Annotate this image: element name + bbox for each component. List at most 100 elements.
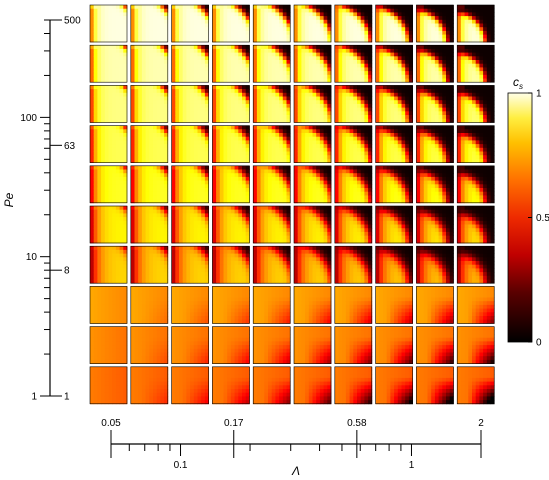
heatmap-cell — [353, 52, 358, 57]
heatmap-cell — [279, 188, 284, 193]
heatmap-cell — [434, 30, 439, 35]
heatmap-cell — [204, 176, 209, 181]
heatmap-cell — [479, 89, 484, 94]
heatmap-cell — [323, 125, 328, 130]
heatmap-cell — [386, 34, 391, 39]
heatmap-cell — [160, 27, 165, 32]
heatmap-cell — [93, 19, 98, 24]
heatmap-cell — [93, 107, 98, 112]
heatmap-cell — [442, 107, 447, 112]
heatmap-cell — [93, 34, 98, 39]
heatmap-cell — [190, 92, 195, 97]
heatmap-cell — [475, 52, 480, 57]
heatmap-cell — [145, 144, 150, 149]
heatmap-cell — [364, 45, 369, 50]
heatmap-cell — [93, 144, 98, 149]
heatmap-cell — [190, 5, 195, 10]
heatmap-cell — [134, 12, 139, 17]
heatmap-cell — [260, 158, 265, 163]
heatmap-cell — [434, 5, 439, 10]
heatmap-cell — [312, 173, 317, 178]
heatmap-cell — [379, 89, 384, 94]
heatmap-cell — [145, 118, 150, 123]
heatmap-cell — [230, 12, 235, 17]
heatmap-cell — [179, 30, 184, 35]
heatmap-cell — [219, 30, 224, 35]
heatmap-cell — [149, 48, 154, 53]
heatmap-cell — [357, 155, 362, 160]
heatmap-cell — [286, 74, 291, 79]
heatmap-cell — [408, 71, 413, 76]
heatmap-cell — [97, 74, 102, 79]
heatmap-cell — [104, 100, 109, 105]
heatmap-cell — [397, 199, 402, 204]
heatmap-cell — [256, 8, 261, 13]
heatmap-cell — [345, 136, 350, 141]
heatmap-cell — [360, 107, 365, 112]
heatmap-cell — [319, 71, 324, 76]
heatmap-cell — [397, 23, 402, 28]
heatmap-cell — [238, 71, 243, 76]
heatmap-cell — [223, 173, 228, 178]
heatmap-cell — [357, 38, 362, 43]
heatmap-cell — [316, 118, 321, 123]
heatmap-cell — [442, 125, 447, 130]
heatmap-cell — [286, 184, 291, 189]
heatmap-cell — [271, 78, 276, 83]
heatmap-cell — [383, 16, 388, 21]
heatmap-cell — [446, 107, 451, 112]
heatmap-cell — [294, 133, 299, 138]
heatmap-cell — [397, 118, 402, 123]
heatmap-cell — [253, 8, 258, 13]
heatmap-cell — [190, 184, 195, 189]
heatmap-cell — [223, 180, 228, 185]
heatmap-panel — [252, 125, 291, 163]
heatmap-cell — [197, 118, 202, 123]
heatmap-cell — [108, 176, 113, 181]
heatmap-cell — [397, 96, 402, 101]
heatmap-cell — [245, 129, 250, 134]
heatmap-cell — [197, 16, 202, 21]
heatmap-cell — [431, 19, 436, 24]
heatmap-cell — [345, 34, 350, 39]
heatmap-cell — [141, 16, 146, 21]
heatmap-cell — [123, 89, 128, 94]
heatmap-cell — [420, 8, 425, 13]
heatmap-cell — [449, 140, 454, 145]
heatmap-cell — [416, 8, 421, 13]
heatmap-cell — [323, 63, 328, 68]
heatmap-cell — [212, 8, 217, 13]
heatmap-cell — [234, 125, 239, 130]
heatmap-cell — [353, 34, 358, 39]
heatmap-cell — [342, 136, 347, 141]
heatmap-cell — [446, 5, 451, 10]
heatmap-cell — [420, 158, 425, 163]
heatmap-cell — [349, 129, 354, 134]
heatmap-cell — [119, 140, 124, 145]
heatmap-cell — [216, 60, 221, 65]
heatmap-cell — [405, 140, 410, 145]
heatmap-cell — [386, 60, 391, 65]
heatmap-cell — [201, 30, 206, 35]
heatmap-cell — [238, 180, 243, 185]
heatmap-cell — [323, 48, 328, 53]
heatmap-cell — [134, 144, 139, 149]
heatmap-cell — [227, 188, 232, 193]
heatmap-cell — [423, 67, 428, 72]
heatmap-cell — [182, 5, 187, 10]
heatmap-cell — [449, 60, 454, 65]
heatmap-cell — [93, 74, 98, 79]
heatmap-cell — [182, 60, 187, 65]
heatmap-cell — [345, 16, 350, 21]
heatmap-cell — [446, 188, 451, 193]
heatmap-cell — [483, 74, 488, 79]
heatmap-cell — [153, 103, 158, 108]
heatmap-cell — [212, 34, 217, 39]
heatmap-cell — [197, 85, 202, 90]
heatmap-cell — [286, 38, 291, 43]
heatmap-cell — [442, 52, 447, 57]
heatmap-cell — [130, 74, 135, 79]
heatmap-panel — [293, 165, 332, 204]
heatmap-cell — [408, 56, 413, 61]
heatmap-cell — [308, 74, 313, 79]
